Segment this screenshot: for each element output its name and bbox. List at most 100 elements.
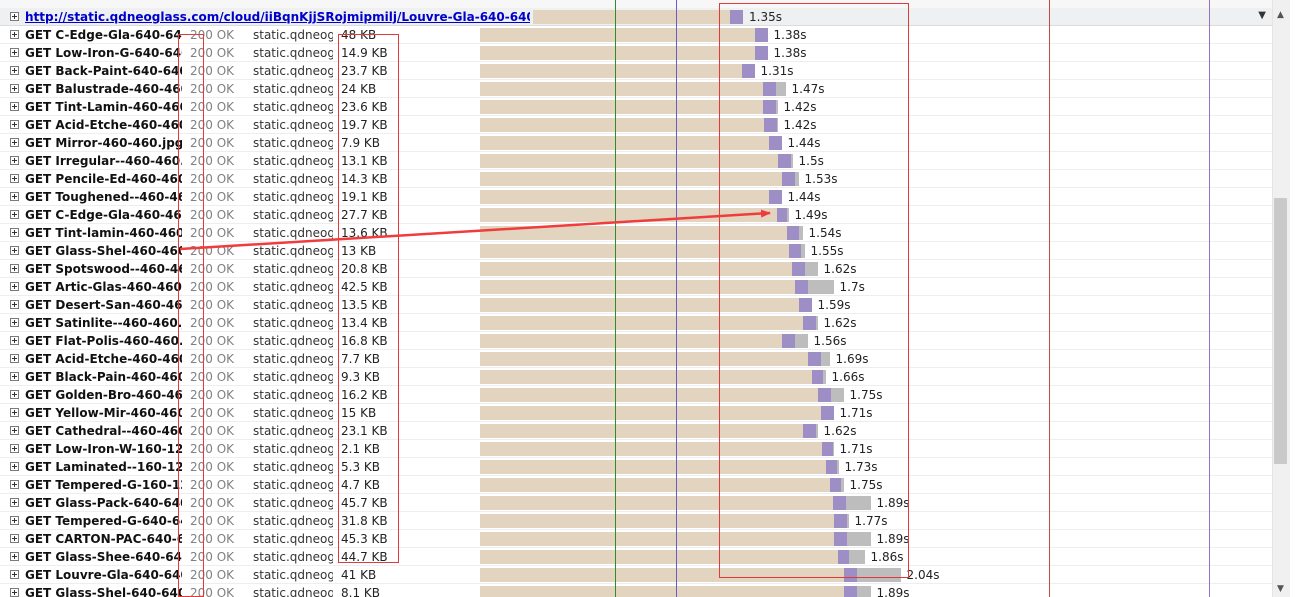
- request-row[interactable]: GET Spotswood--460-460. 200 OK static.qdne…: [0, 260, 1272, 278]
- request-method-url: GET Golden-Bro-460-460.j: [25, 388, 182, 402]
- scrollbar-thumb[interactable]: [1274, 198, 1287, 464]
- request-method-url: GET Irregular--460-460.jp: [25, 154, 182, 168]
- annotation-box-size: [338, 34, 399, 563]
- plus-box-icon[interactable]: [10, 336, 19, 345]
- domain-cell: static.qdneogla: [253, 298, 333, 312]
- request-row[interactable]: GET Pencile-Ed-460-460.j 200 OK static.qdn…: [0, 170, 1272, 188]
- annotation-box-timeline: [719, 3, 909, 578]
- request-row[interactable]: GET Satinlite--460-460.jp 200 OK static.qd…: [0, 314, 1272, 332]
- request-row[interactable]: GET Black-Pain-460-460.j 200 OK static.qdn…: [0, 368, 1272, 386]
- plus-box-icon[interactable]: [10, 48, 19, 57]
- scroll-up-icon[interactable]: ▲: [1277, 10, 1284, 20]
- plus-box-icon[interactable]: [10, 282, 19, 291]
- plus-box-icon[interactable]: [10, 534, 19, 543]
- domain-cell: static.qdneogla: [253, 82, 333, 96]
- plus-box-icon[interactable]: [10, 588, 19, 597]
- wait-bar: [480, 82, 763, 96]
- time-label: 1.44s: [787, 190, 821, 204]
- request-row[interactable]: GET Acid-Etche-460-460.j 200 OK static.qdn…: [0, 116, 1272, 134]
- request-row[interactable]: GET Low-Iron-W-160-120 200 OK static.qdneo…: [0, 440, 1272, 458]
- request-row[interactable]: GET Glass-Pack-640-640.j 200 OK static.qdn…: [0, 494, 1272, 512]
- receive-bar: [768, 190, 782, 204]
- wait-bar: [480, 46, 755, 60]
- request-row[interactable]: GET Flat-Polis-460-460.jp 200 OK static.qd…: [0, 332, 1272, 350]
- receive-bar: [802, 316, 816, 330]
- domain-cell: static.qdneogla: [253, 406, 333, 420]
- request-row[interactable]: GET Desert-San-460-460.j 200 OK static.qdn…: [0, 296, 1272, 314]
- wait-bar: [480, 370, 812, 384]
- plus-box-icon[interactable]: [10, 174, 19, 183]
- plus-box-icon[interactable]: [10, 120, 19, 129]
- status-cell: 200 OK: [190, 370, 235, 384]
- request-row[interactable]: GET Acid-Etche-460-460.j 200 OK static.qdn…: [0, 350, 1272, 368]
- plus-box-icon[interactable]: [10, 516, 19, 525]
- plus-box-icon[interactable]: [10, 552, 19, 561]
- load-event-line: [676, 0, 677, 597]
- content-download-bar: [815, 424, 818, 438]
- request-method-url: GET Low-Iron-G-640-640.: [25, 46, 182, 60]
- plus-box-icon[interactable]: [10, 426, 19, 435]
- request-row[interactable]: GET Cathedral--460-460.j 200 OK static.qdn…: [0, 422, 1272, 440]
- request-row[interactable]: GET C-Edge-Gla-640-640.j 200 OK static.qdn…: [0, 26, 1272, 44]
- time-label: 1.77s: [854, 514, 888, 528]
- receive-bar: [786, 226, 799, 240]
- request-row[interactable]: GET Laminated--160-120. 200 OK static.qdne…: [0, 458, 1272, 476]
- request-row[interactable]: GET Tempered-G-640-640 200 OK static.qdneo…: [0, 512, 1272, 530]
- plus-box-icon[interactable]: [10, 138, 19, 147]
- request-row[interactable]: GET Artic-Glas-460-460.jp 200 OK static.qd…: [0, 278, 1272, 296]
- request-row[interactable]: GET Tempered-G-160-120 200 OK static.qdneo…: [0, 476, 1272, 494]
- status-cell: 200 OK: [190, 514, 235, 528]
- plus-box-icon[interactable]: [10, 246, 19, 255]
- scroll-down-icon[interactable]: ▼: [1277, 584, 1284, 594]
- time-label: 1.75s: [849, 388, 883, 402]
- request-row[interactable]: GET Tint-Lamin-460-460.j 200 OK static.qdn…: [0, 98, 1272, 116]
- content-download-bar: [856, 568, 901, 582]
- size-cell: 24 KB: [341, 82, 377, 96]
- content-download-bar: [848, 550, 865, 564]
- plus-box-icon[interactable]: [10, 300, 19, 309]
- timeline-marker-line: [1049, 0, 1050, 597]
- request-row[interactable]: GET Yellow-Mir-460-460.j 200 OK static.qdn…: [0, 404, 1272, 422]
- time-label: 1.35s: [749, 10, 782, 24]
- plus-box-icon[interactable]: [10, 84, 19, 93]
- request-row[interactable]: GET Mirror-460-460.jpg 200 OK static.qdneo…: [0, 134, 1272, 152]
- request-method-url: GET Desert-San-460-460.j: [25, 298, 182, 312]
- plus-box-icon[interactable]: [10, 390, 19, 399]
- plus-box-icon[interactable]: [10, 192, 19, 201]
- content-download-bar: [846, 532, 871, 546]
- request-row[interactable]: GET Golden-Bro-460-460.j 200 OK static.qdn…: [0, 386, 1272, 404]
- plus-box-icon[interactable]: [10, 102, 19, 111]
- plus-box-icon[interactable]: [10, 462, 19, 471]
- chevron-down-icon[interactable]: ▼: [1258, 10, 1266, 21]
- plus-box-icon[interactable]: [10, 66, 19, 75]
- request-row[interactable]: GET Low-Iron-G-640-640. 200 OK static.qdne…: [0, 44, 1272, 62]
- plus-box-icon[interactable]: [10, 354, 19, 363]
- plus-box-icon[interactable]: [10, 264, 19, 273]
- request-row[interactable]: GET Glass-Shel-640-640.jp 200 OK static.qd…: [0, 584, 1272, 597]
- plus-box-icon[interactable]: [10, 444, 19, 453]
- plus-box-icon[interactable]: [10, 156, 19, 165]
- request-row[interactable]: GET Irregular--460-460.jp 200 OK static.qd…: [0, 152, 1272, 170]
- plus-box-icon[interactable]: [10, 498, 19, 507]
- plus-box-icon[interactable]: [10, 228, 19, 237]
- request-row[interactable]: GET Louvre-Gla-640-640.j 200 OK static.qdn…: [0, 566, 1272, 584]
- plus-box-icon[interactable]: [10, 408, 19, 417]
- content-download-bar: [815, 316, 818, 330]
- plus-box-icon[interactable]: [10, 30, 19, 39]
- request-row[interactable]: GET Toughened--460-460. 200 OK static.qdne…: [0, 188, 1272, 206]
- plus-box-icon[interactable]: [10, 210, 19, 219]
- request-row[interactable]: GET Glass-Shee-640-640.j 200 OK static.qdn…: [0, 548, 1272, 566]
- plus-box-icon[interactable]: [10, 480, 19, 489]
- request-row[interactable]: GET Balustrade-460-460.j 200 OK static.qdn…: [0, 80, 1272, 98]
- status-cell: 200 OK: [190, 136, 235, 150]
- plus-box-icon[interactable]: [10, 318, 19, 327]
- plus-box-icon[interactable]: [10, 372, 19, 381]
- request-row[interactable]: GET CARTON-PAC-640-640 200 OK static.qdneo…: [0, 530, 1272, 548]
- wait-bar: [480, 64, 742, 78]
- plus-box-icon[interactable]: [10, 12, 19, 21]
- wait-bar: [480, 28, 755, 42]
- request-url-row[interactable]: http://static.qdneoglass.com/cloud/iiBqn…: [0, 8, 1272, 26]
- request-url-link[interactable]: http://static.qdneoglass.com/cloud/iiBqn…: [25, 10, 530, 24]
- status-cell: 200 OK: [190, 424, 235, 438]
- plus-box-icon[interactable]: [10, 570, 19, 579]
